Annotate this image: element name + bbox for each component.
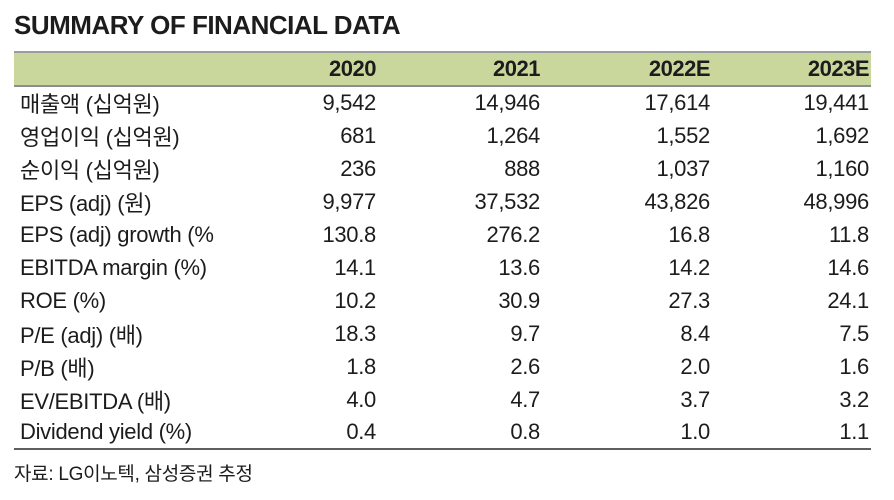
cell-value: 236 [340,155,376,181]
cell-value: 14,946 [474,90,541,115]
cell-value: 11.8 [829,221,869,247]
cell-value: 1,692 [815,122,869,148]
table-row-ev-ebitda: EV/EBITDA (배) 4.0 4.7 3.7 3.2 [14,383,871,416]
cell-value: 1,037 [656,155,710,181]
row-label: P/E (adj) (배) [20,322,143,348]
cell-value: 681 [340,122,376,148]
cell-value: 1.8 [346,353,376,379]
financial-summary-table: 2020 2021 2022E 2023E 매출액 (십억원) 9,542 14… [14,51,871,450]
row-label: EPS (adj) growth (%) [20,221,214,247]
cell-value: 4.7 [510,386,540,412]
cell-value: 2.6 [510,353,540,379]
cell-value: 17,614 [644,90,711,115]
row-label: 영업이익 (십억원) [20,124,180,150]
cell-value: 43,826 [644,188,711,214]
cell-value: 9,977 [322,188,376,214]
column-header-2022e: 2022E [542,52,712,87]
cell-value: 2.0 [680,353,710,379]
cell-value: 1,264 [486,122,540,148]
cell-value: 1,552 [656,122,710,148]
cell-value: 8.4 [680,320,710,346]
cell-value: 16.8 [668,221,710,247]
cell-value: 13.6 [498,254,540,280]
cell-value: 7.5 [839,320,869,346]
table-row-eps: EPS (adj) (원) 9,977 37,532 43,826 48,996 [14,185,871,218]
cell-value: 1.0 [680,419,710,444]
cell-value: 1.6 [839,353,869,379]
source-note: 자료: LG이노텍, 삼성증권 추정 [14,464,253,485]
table-row-roe: ROE (%) 10.2 30.9 27.3 24.1 [14,284,871,317]
column-header-2021: 2021 [378,52,542,87]
row-label: EBITDA margin (%) [20,254,207,280]
table-row-eps-growth: EPS (adj) growth (%) 130.8 276.2 16.8 11… [14,218,871,251]
cell-value: 888 [504,155,540,181]
cell-value: 27.3 [668,287,710,313]
cell-value: 3.7 [680,386,710,412]
row-label: 매출액 (십억원) [20,92,160,117]
report-page: SUMMARY OF FINANCIAL DATA 2020 2021 2022… [14,10,871,485]
cell-value: 30.9 [498,287,540,313]
cell-value: 9,542 [322,90,376,115]
table-row-pe: P/E (adj) (배) 18.3 9.7 8.4 7.5 [14,317,871,350]
cell-value: 18.3 [334,320,376,346]
cell-value: 19,441 [803,90,870,115]
cell-value: 10.2 [334,287,376,313]
table-row-net-profit: 순이익 (십억원) 236 888 1,037 1,160 [14,152,871,185]
column-header-2023e: 2023E [712,52,871,87]
column-header-metric [14,52,214,87]
cell-value: 276.2 [486,221,540,247]
cell-value: 14.6 [827,254,869,280]
table-row-pb: P/B (배) 1.8 2.6 2.0 1.6 [14,350,871,383]
cell-value: 37,532 [474,188,541,214]
table-row-ebitda-margin: EBITDA margin (%) 14.1 13.6 14.2 14.6 [14,251,871,284]
page-title: SUMMARY OF FINANCIAL DATA [14,10,401,40]
cell-value: 4.0 [346,386,376,412]
column-header-2020: 2020 [214,52,378,87]
cell-value: 14.2 [668,254,710,280]
cell-value: 1.1 [839,419,869,444]
cell-value: 130.8 [322,221,376,247]
table-header-row: 2020 2021 2022E 2023E [14,52,871,87]
cell-value: 14.1 [334,254,376,280]
row-label: ROE (%) [20,287,106,313]
cell-value: 48,996 [803,188,870,214]
table-row-revenue: 매출액 (십억원) 9,542 14,946 17,614 19,441 [14,86,871,119]
cell-value: 24.1 [827,287,869,313]
table-row-dividend-yield: Dividend yield (%) 0.4 0.8 1.0 1.1 [14,416,871,449]
row-label: EPS (adj) (원) [20,190,152,216]
cell-value: 3.2 [839,386,869,412]
table-row-operating-profit: 영업이익 (십억원) 681 1,264 1,552 1,692 [14,119,871,152]
cell-value: 0.4 [346,419,376,444]
cell-value: 9.7 [510,320,540,346]
row-label: EV/EBITDA (배) [20,388,171,414]
row-label: P/B (배) [20,355,95,381]
cell-value: 1,160 [815,155,869,181]
row-label: 순이익 (십억원) [20,157,160,183]
cell-value: 0.8 [510,419,540,444]
row-label: Dividend yield (%) [20,419,192,444]
